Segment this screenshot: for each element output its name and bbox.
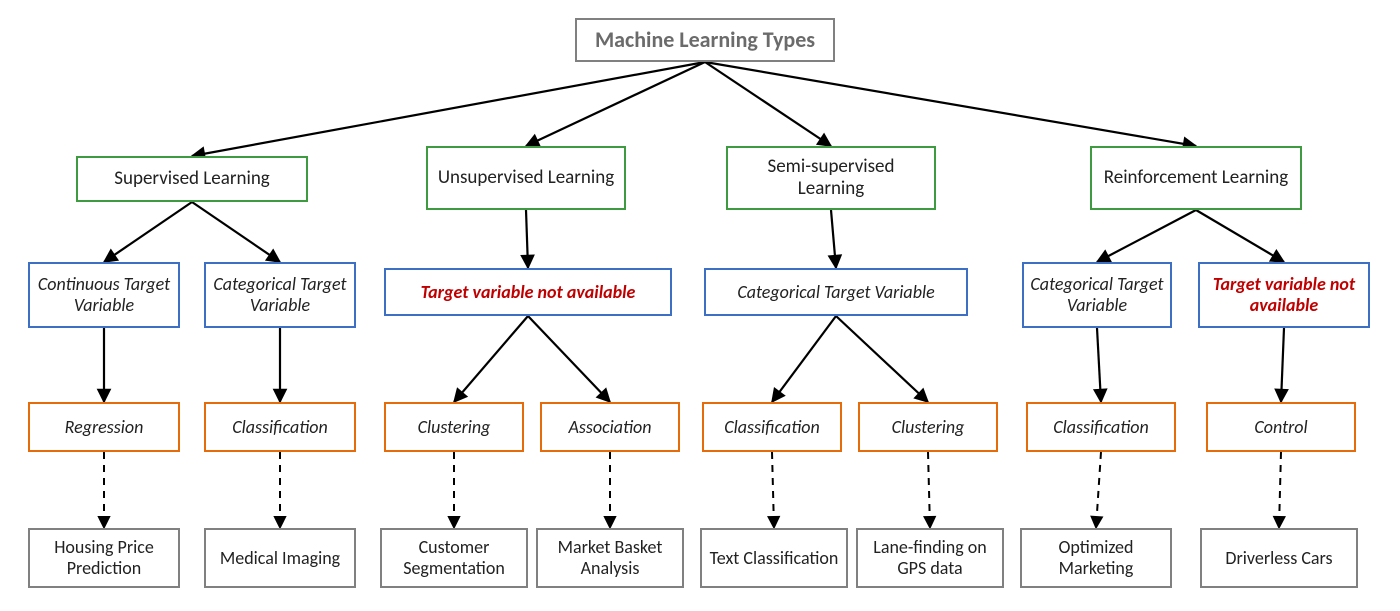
node-reg: Regression — [28, 402, 180, 452]
node-label: Customer Segmentation — [388, 537, 520, 578]
node-cls1: Classification — [204, 402, 356, 452]
node-label: Control — [1254, 417, 1307, 438]
node-label: Continuous Target Variable — [36, 274, 172, 315]
node-ctrl: Control — [1206, 402, 1356, 452]
edge-sup-to-sup_cat — [192, 202, 280, 262]
node-label: Semi-supervised Learning — [734, 156, 928, 200]
edge-cls3-to-ex_mkt — [1096, 452, 1101, 528]
node-label: Optimized Marketing — [1028, 537, 1164, 578]
node-ex_mkt: Optimized Marketing — [1020, 528, 1172, 588]
node-ex_cars: Driverless Cars — [1200, 528, 1358, 588]
node-label: Supervised Learning — [114, 168, 270, 190]
node-rein_cat: Categorical Target Variable — [1022, 262, 1172, 328]
node-label: Categorical Target Variable — [212, 274, 348, 315]
node-rein_tv: Target variable not available — [1198, 262, 1370, 328]
node-root: Machine Learning Types — [575, 18, 835, 62]
node-label: Target variable not available — [1206, 274, 1362, 315]
node-assoc: Association — [540, 402, 680, 452]
node-label: Housing Price Prediction — [36, 537, 172, 578]
node-sup: Supervised Learning — [76, 156, 308, 202]
node-label: Machine Learning Types — [595, 27, 815, 52]
node-cls3: Classification — [1026, 402, 1176, 452]
node-ex_lane: Lane-finding on GPS data — [856, 528, 1004, 588]
node-clus1: Clustering — [384, 402, 524, 452]
edge-sup-to-sup_cont — [104, 202, 192, 262]
node-ex_hpp: Housing Price Prediction — [28, 528, 180, 588]
node-uns_tv: Target variable not available — [384, 268, 672, 316]
node-label: Medical Imaging — [220, 548, 340, 569]
node-sup_cont: Continuous Target Variable — [28, 262, 180, 328]
node-label: Classification — [724, 417, 820, 438]
node-label: Association — [568, 417, 651, 438]
edge-root-to-uns — [526, 62, 705, 146]
node-label: Categorical Target Variable — [737, 282, 934, 303]
node-label: Clustering — [892, 417, 965, 438]
node-label: Classification — [232, 417, 328, 438]
node-label: Categorical Target Variable — [1030, 274, 1164, 315]
edge-rein-to-rein_tv — [1196, 210, 1284, 262]
node-clus2: Clustering — [858, 402, 998, 452]
ml-types-diagram: Machine Learning Types Supervised Learnin… — [0, 0, 1400, 611]
edge-root-to-sup — [192, 62, 705, 156]
node-ex_cseg: Customer Segmentation — [380, 528, 528, 588]
edge-rein_tv-to-ctrl — [1281, 328, 1284, 402]
edge-uns_tv-to-assoc — [528, 316, 610, 402]
node-label: Regression — [65, 417, 144, 438]
edge-uns-to-uns_tv — [526, 210, 528, 268]
node-label: Unsupervised Learning — [438, 167, 614, 189]
node-semi: Semi-supervised Learning — [726, 146, 936, 210]
node-label: Market Basket Analysis — [544, 537, 676, 578]
node-label: Target variable not available — [421, 282, 636, 303]
node-label: Lane-finding on GPS data — [864, 537, 996, 578]
edge-semi_cat-to-clus2 — [836, 316, 928, 402]
node-label: Reinforcement Learning — [1104, 167, 1288, 189]
edge-clus2-to-ex_lane — [928, 452, 930, 528]
node-label: Clustering — [418, 417, 491, 438]
node-cls2: Classification — [702, 402, 842, 452]
node-label: Driverless Cars — [1225, 548, 1332, 569]
node-label: Text Classification — [710, 548, 839, 569]
node-label: Classification — [1053, 417, 1149, 438]
edge-uns_tv-to-clus1 — [454, 316, 528, 402]
edge-root-to-rein — [705, 62, 1196, 146]
node-uns: Unsupervised Learning — [426, 146, 626, 210]
edge-root-to-semi — [705, 62, 831, 146]
node-ex_txt: Text Classification — [700, 528, 848, 588]
edge-ctrl-to-ex_cars — [1279, 452, 1281, 528]
edge-semi_cat-to-cls2 — [772, 316, 836, 402]
edge-rein-to-rein_cat — [1097, 210, 1196, 262]
edge-rein_cat-to-cls3 — [1097, 328, 1101, 402]
edge-cls2-to-ex_txt — [772, 452, 774, 528]
node-ex_mba: Market Basket Analysis — [536, 528, 684, 588]
node-ex_med: Medical Imaging — [204, 528, 356, 588]
node-sup_cat: Categorical Target Variable — [204, 262, 356, 328]
edge-semi-to-semi_cat — [831, 210, 836, 268]
node-rein: Reinforcement Learning — [1090, 146, 1302, 210]
node-semi_cat: Categorical Target Variable — [704, 268, 968, 316]
